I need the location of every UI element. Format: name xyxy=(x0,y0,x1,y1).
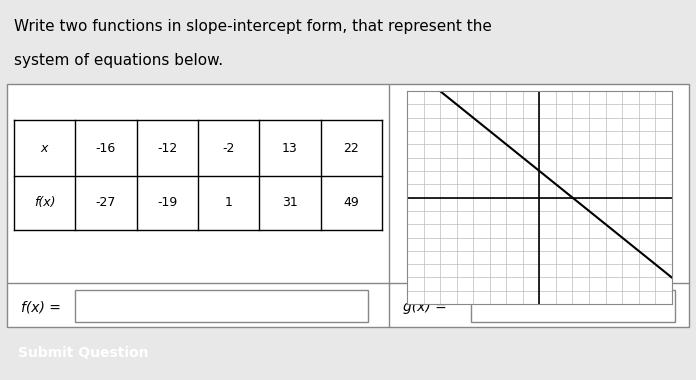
Text: g(x) =: g(x) = xyxy=(402,300,446,314)
FancyBboxPatch shape xyxy=(7,84,689,327)
FancyBboxPatch shape xyxy=(75,290,368,322)
Text: f(x) =: f(x) = xyxy=(21,300,61,314)
Text: -19: -19 xyxy=(157,196,177,209)
Text: x: x xyxy=(41,141,48,155)
FancyBboxPatch shape xyxy=(470,290,675,322)
Text: -16: -16 xyxy=(96,141,116,155)
Text: system of equations below.: system of equations below. xyxy=(14,53,223,68)
Text: 22: 22 xyxy=(344,141,359,155)
Text: -12: -12 xyxy=(157,141,177,155)
Text: Write two functions in slope-intercept form, that represent the: Write two functions in slope-intercept f… xyxy=(14,19,491,34)
Text: -27: -27 xyxy=(95,196,116,209)
Text: -2: -2 xyxy=(223,141,235,155)
Text: Submit Question: Submit Question xyxy=(18,347,149,360)
Text: 31: 31 xyxy=(282,196,298,209)
Text: 13: 13 xyxy=(282,141,298,155)
Text: f(x): f(x) xyxy=(33,196,55,209)
Text: 1: 1 xyxy=(225,196,232,209)
Text: 49: 49 xyxy=(344,196,359,209)
